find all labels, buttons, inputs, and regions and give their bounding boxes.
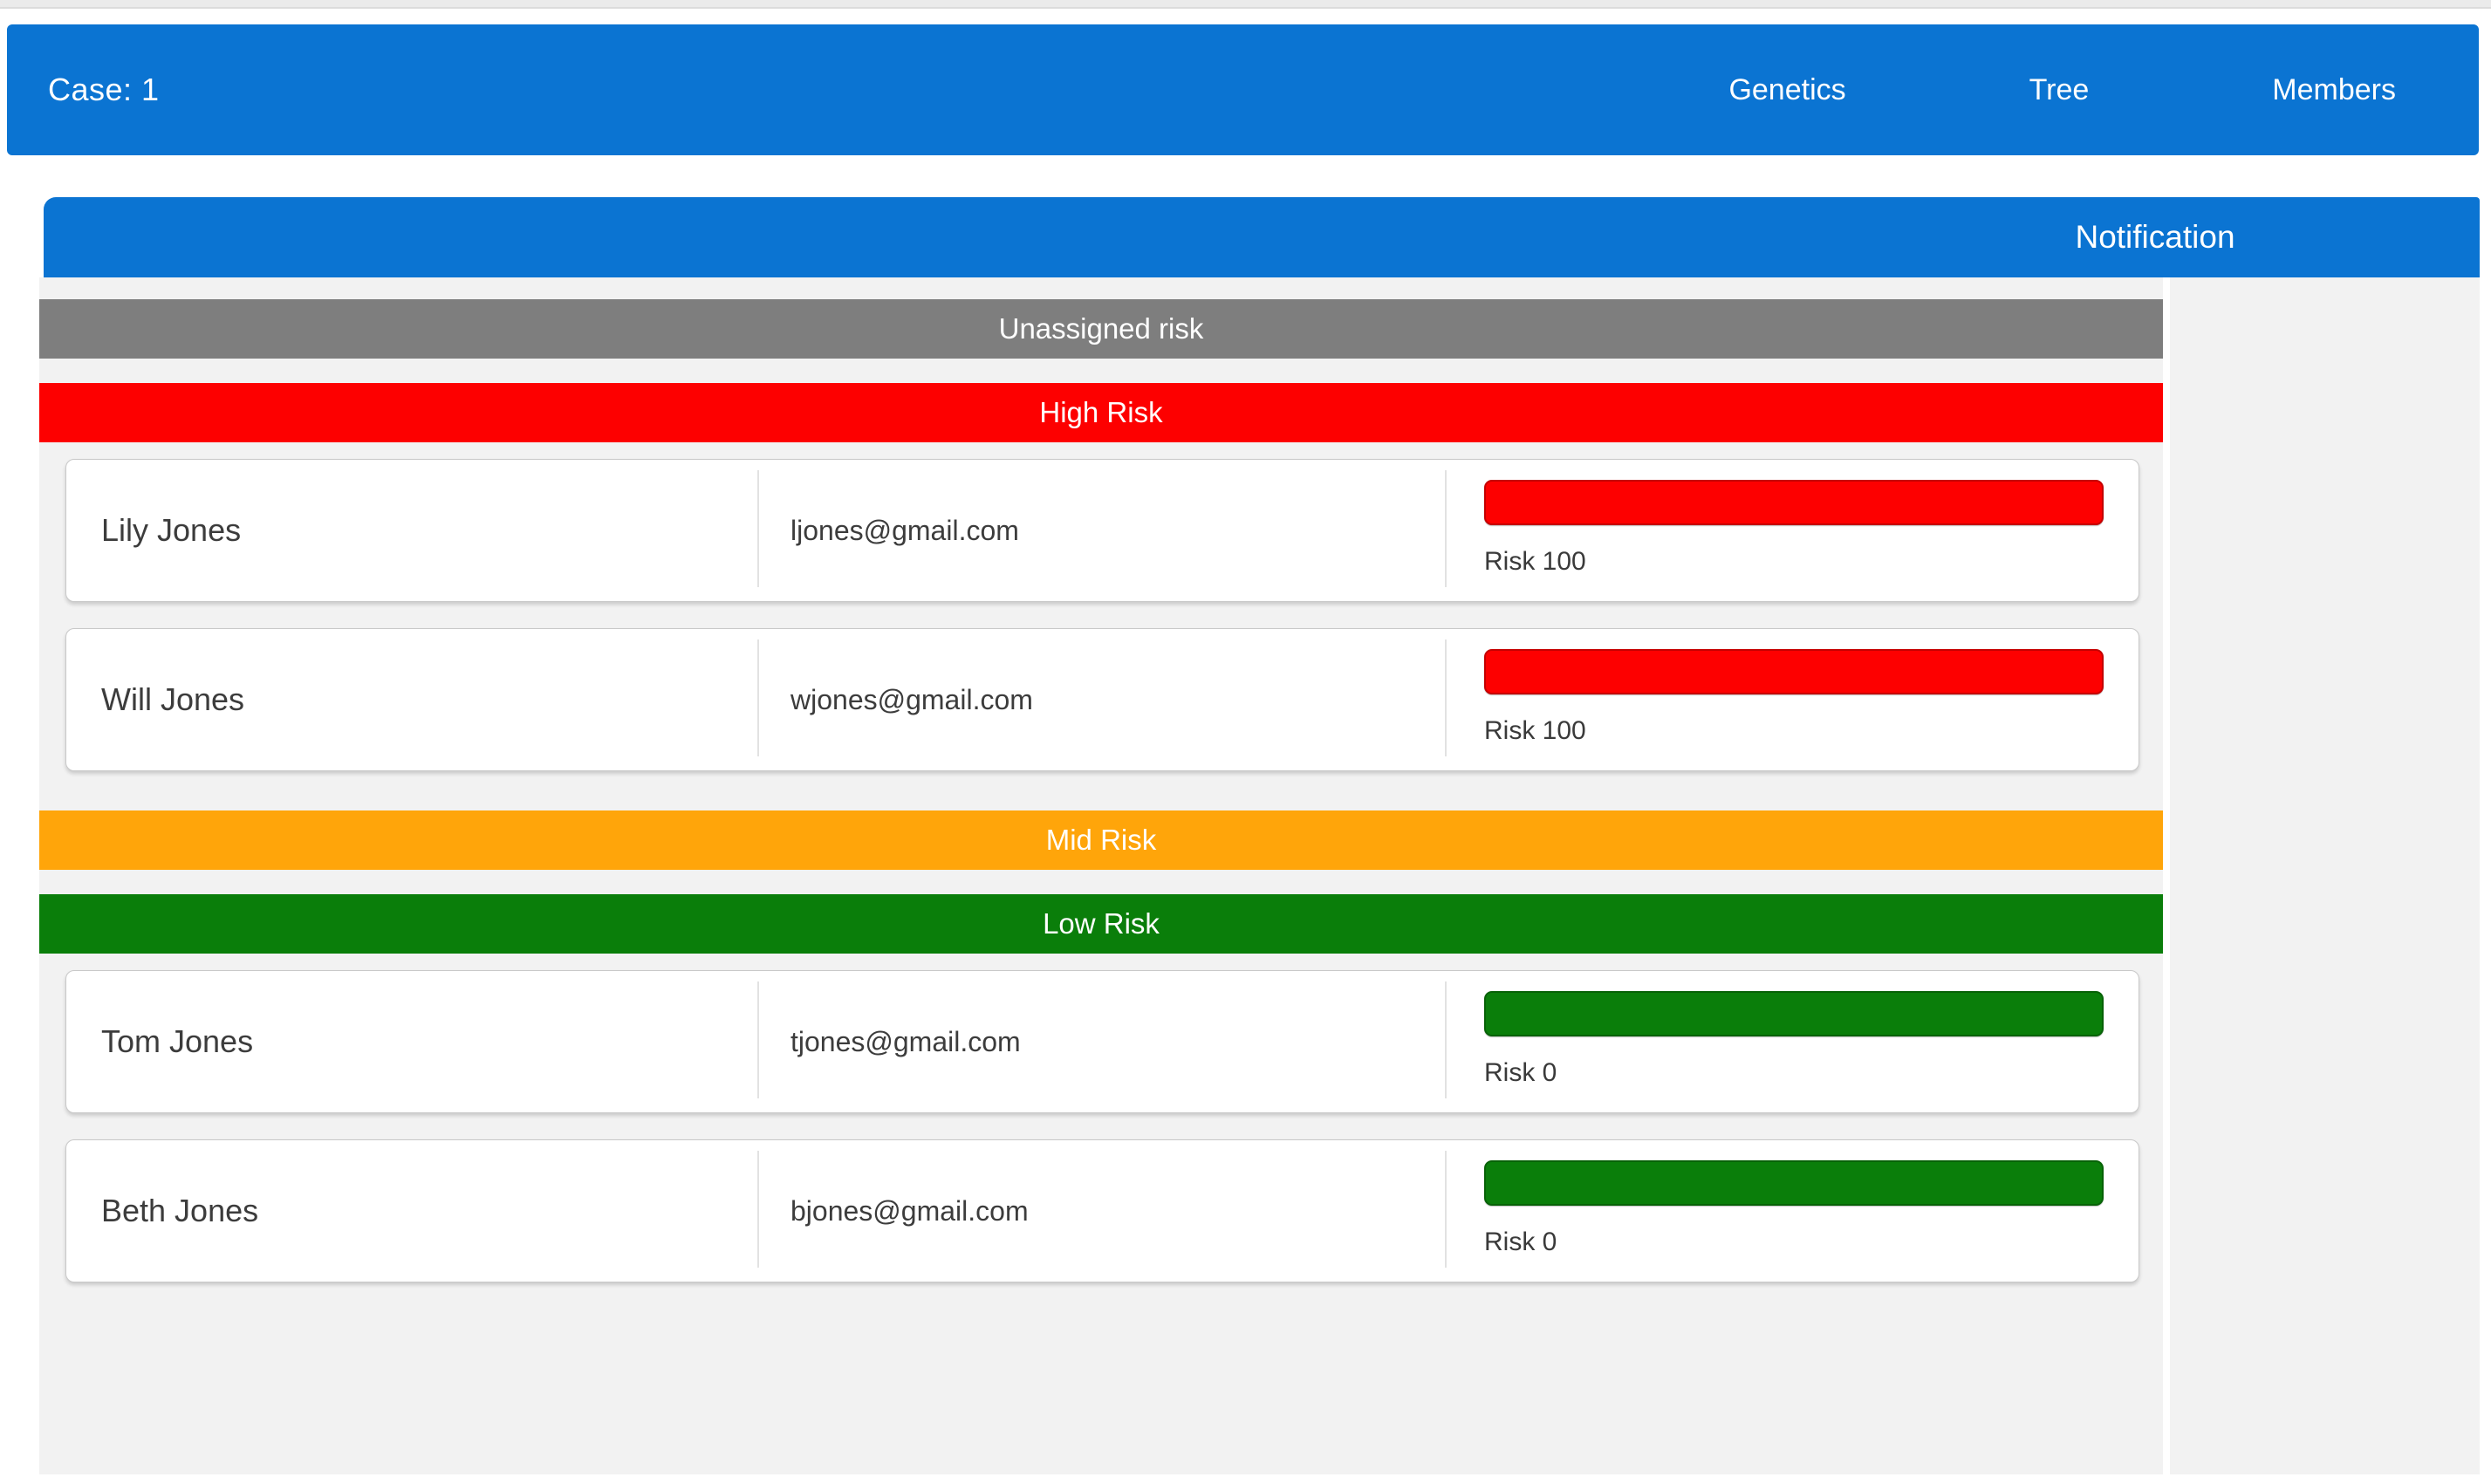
member-card-tom-jones[interactable]: Tom Jones tjones@gmail.com Risk 0 [65, 970, 2139, 1113]
risk-value-label: Risk 0 [1484, 1058, 1557, 1087]
member-risk-cell: Risk 100 [1445, 629, 2139, 770]
member-name: Beth Jones [101, 1193, 259, 1228]
risk-list-panel: Unassigned risk High Risk Lily Jones ljo… [39, 277, 2163, 1474]
nav-item-genetics[interactable]: Genetics [1728, 72, 1846, 106]
top-navbar: Case: 1 Genetics Tree Members [7, 24, 2479, 155]
risk-progress-bar [1484, 649, 2104, 694]
risk-value-label: Risk 100 [1484, 547, 1586, 576]
section-header-high-risk: High Risk [39, 383, 2163, 442]
nav-item-members[interactable]: Members [2272, 72, 2396, 106]
member-email: bjones@gmail.com [757, 1140, 1445, 1282]
case-title: Case: 1 [48, 72, 160, 107]
member-card-lily-jones[interactable]: Lily Jones ljones@gmail.com Risk 100 [65, 459, 2139, 602]
risk-progress-bar [1484, 991, 2104, 1036]
section-label: Mid Risk [1045, 824, 1157, 856]
member-name: Tom Jones [101, 1023, 254, 1059]
risk-progress-bar [1484, 1160, 2104, 1206]
member-name: Lily Jones [101, 512, 242, 548]
notification-panel-header: Notification [44, 197, 2480, 277]
browser-edge-strip [0, 0, 2491, 9]
section-header-unassigned-risk: Unassigned risk [39, 299, 2163, 359]
member-risk-cell: Risk 100 [1445, 460, 2139, 601]
section-label: Unassigned risk [998, 312, 1204, 345]
member-email: ljones@gmail.com [757, 460, 1445, 601]
risk-progress-bar [1484, 480, 2104, 525]
navbar-menu: Genetics Tree Members [1728, 73, 2396, 107]
section-label: Low Risk [1043, 907, 1160, 940]
section-header-mid-risk: Mid Risk [39, 810, 2163, 870]
member-email: wjones@gmail.com [757, 629, 1445, 770]
risk-value-label: Risk 0 [1484, 1228, 1557, 1256]
risk-value-label: Risk 100 [1484, 716, 1586, 745]
nav-item-tree[interactable]: Tree [2029, 72, 2090, 106]
member-email: tjones@gmail.com [757, 971, 1445, 1112]
member-risk-cell: Risk 0 [1445, 1140, 2139, 1282]
member-risk-cell: Risk 0 [1445, 971, 2139, 1112]
notification-panel-empty-area [2170, 277, 2480, 1474]
section-label: High Risk [1039, 396, 1163, 428]
member-card-beth-jones[interactable]: Beth Jones bjones@gmail.com Risk 0 [65, 1139, 2139, 1282]
member-card-will-jones[interactable]: Will Jones wjones@gmail.com Risk 100 [65, 628, 2139, 771]
notification-tab[interactable]: Notification [2075, 219, 2235, 255]
section-header-low-risk: Low Risk [39, 894, 2163, 954]
member-name: Will Jones [101, 681, 245, 717]
